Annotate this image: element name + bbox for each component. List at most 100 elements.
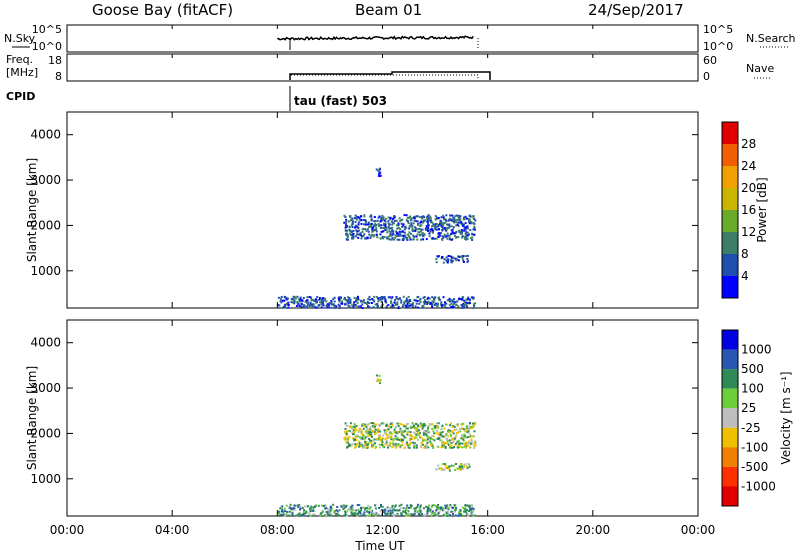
data-cell bbox=[402, 430, 405, 433]
data-cell bbox=[364, 423, 367, 426]
data-cell bbox=[363, 223, 366, 226]
data-cell bbox=[362, 427, 365, 430]
data-cell bbox=[389, 232, 392, 235]
data-cell bbox=[338, 306, 340, 309]
data-cell bbox=[440, 304, 443, 307]
data-cell bbox=[391, 509, 394, 512]
data-cell bbox=[473, 304, 475, 307]
data-cell bbox=[422, 220, 425, 223]
data-cell bbox=[435, 216, 438, 219]
data-cell bbox=[403, 228, 406, 231]
data-cell bbox=[283, 507, 286, 510]
data-cell bbox=[468, 440, 471, 443]
data-cell bbox=[361, 303, 364, 306]
data-cell bbox=[390, 234, 393, 237]
data-cell bbox=[408, 227, 411, 230]
data-cell bbox=[316, 296, 319, 298]
data-cell bbox=[437, 436, 440, 439]
data-cell bbox=[391, 296, 394, 299]
data-cell bbox=[456, 423, 459, 426]
nsky-tick-bottom: 10^0 bbox=[32, 40, 62, 53]
data-cell bbox=[416, 427, 419, 430]
data-cell bbox=[455, 224, 458, 227]
data-cell bbox=[345, 504, 348, 507]
data-cell bbox=[406, 304, 409, 307]
data-cell bbox=[427, 296, 430, 299]
data-cell bbox=[357, 298, 360, 301]
data-cell bbox=[357, 221, 360, 224]
data-cell bbox=[467, 296, 470, 299]
data-cell bbox=[432, 301, 435, 304]
data-cell bbox=[322, 300, 324, 303]
data-cell bbox=[446, 299, 449, 302]
colorbar-tick-label: 16 bbox=[741, 203, 756, 217]
data-cell bbox=[438, 296, 441, 299]
data-cell bbox=[435, 422, 438, 425]
data-cell bbox=[358, 445, 360, 448]
data-cell bbox=[397, 443, 400, 446]
data-cell bbox=[460, 463, 463, 466]
data-cell bbox=[472, 307, 475, 309]
data-cell bbox=[375, 227, 378, 230]
data-cell bbox=[462, 218, 465, 221]
data-cell bbox=[443, 435, 446, 438]
data-cell bbox=[378, 170, 381, 173]
data-cell bbox=[435, 258, 438, 261]
data-cell bbox=[390, 507, 393, 510]
colorbar-segment bbox=[722, 210, 738, 232]
data-cell bbox=[348, 444, 351, 447]
data-cell bbox=[451, 220, 454, 223]
data-cell bbox=[300, 303, 303, 306]
data-cell bbox=[455, 230, 458, 233]
data-cell bbox=[425, 446, 428, 449]
data-cell bbox=[329, 509, 331, 512]
data-cell bbox=[280, 296, 283, 298]
data-cell bbox=[396, 303, 399, 306]
data-cell bbox=[354, 428, 357, 431]
data-cell bbox=[454, 428, 457, 431]
data-cell bbox=[432, 223, 435, 226]
data-cell bbox=[361, 306, 364, 309]
data-cell bbox=[437, 512, 440, 515]
data-cell bbox=[374, 432, 377, 435]
data-cell bbox=[442, 507, 445, 510]
colorbar-tick-label: 12 bbox=[741, 225, 756, 239]
data-cell bbox=[449, 444, 452, 447]
data-cell bbox=[456, 221, 459, 224]
data-cell bbox=[295, 514, 298, 517]
data-cell bbox=[416, 511, 419, 514]
data-cell bbox=[442, 442, 445, 445]
data-cell bbox=[445, 511, 448, 514]
data-cell bbox=[465, 425, 468, 428]
data-cell bbox=[426, 512, 429, 515]
data-cell bbox=[434, 513, 437, 516]
data-cell bbox=[345, 232, 348, 235]
data-cell bbox=[444, 305, 447, 308]
data-cell bbox=[406, 302, 409, 305]
data-cell bbox=[387, 216, 390, 219]
data-cell bbox=[359, 305, 362, 308]
data-cell bbox=[427, 230, 430, 232]
data-cell bbox=[307, 512, 310, 515]
data-cell bbox=[451, 231, 454, 234]
data-cell bbox=[466, 254, 469, 257]
data-cell bbox=[350, 231, 353, 234]
data-cell bbox=[378, 446, 381, 449]
data-cell bbox=[467, 227, 469, 230]
data-cell bbox=[386, 236, 389, 239]
data-cell bbox=[457, 225, 460, 228]
data-cell bbox=[351, 509, 354, 512]
data-cell bbox=[431, 511, 434, 514]
data-cell bbox=[443, 303, 446, 306]
data-cell bbox=[471, 215, 474, 218]
data-cell bbox=[474, 302, 477, 305]
nave-trace bbox=[289, 74, 479, 80]
data-cell bbox=[409, 431, 412, 434]
data-cell bbox=[355, 216, 358, 219]
data-cell bbox=[394, 220, 396, 222]
data-cell bbox=[396, 422, 399, 425]
data-cell bbox=[384, 229, 387, 231]
data-cell bbox=[439, 436, 442, 439]
data-cell bbox=[320, 297, 323, 300]
data-cell bbox=[355, 445, 358, 447]
